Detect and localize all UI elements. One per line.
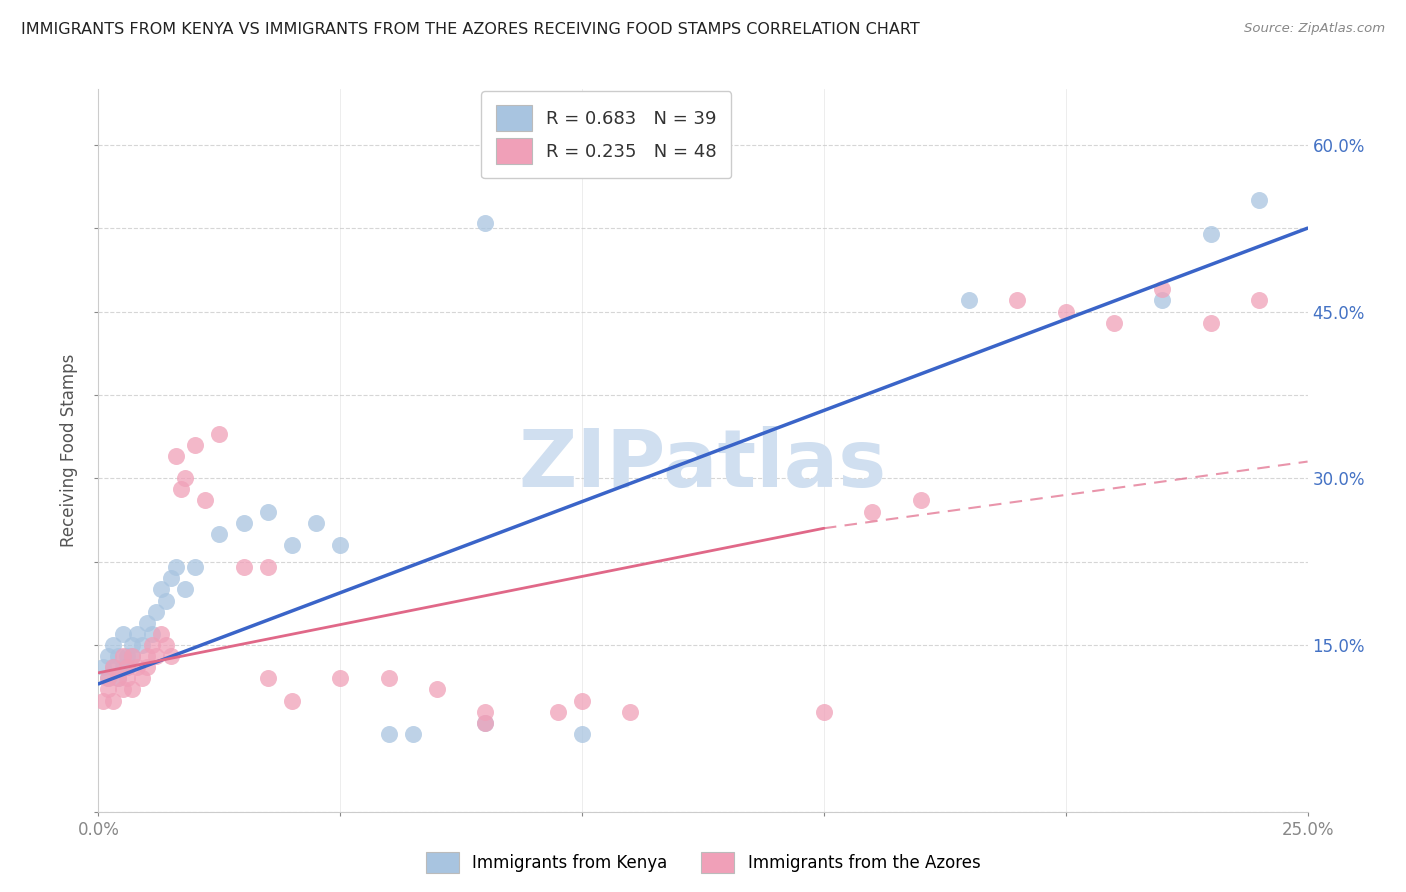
Point xyxy=(117,649,139,664)
Point xyxy=(117,671,139,685)
Point xyxy=(121,649,143,664)
Point xyxy=(91,693,114,707)
Point xyxy=(910,493,932,508)
Point xyxy=(127,627,149,641)
Point xyxy=(145,649,167,664)
Text: ZIPatlas: ZIPatlas xyxy=(519,425,887,504)
Point xyxy=(1152,293,1174,308)
Text: Source: ZipAtlas.com: Source: ZipAtlas.com xyxy=(1244,22,1385,36)
Point xyxy=(101,638,124,652)
Point xyxy=(329,538,352,552)
Point xyxy=(813,705,835,719)
Point xyxy=(135,660,157,674)
Point xyxy=(256,505,278,519)
Point xyxy=(184,438,207,452)
Point xyxy=(131,638,153,652)
Point xyxy=(97,682,120,697)
Point xyxy=(97,649,120,664)
Point xyxy=(184,560,207,574)
Point xyxy=(111,627,134,641)
Point xyxy=(474,705,496,719)
Point xyxy=(135,615,157,630)
Point xyxy=(165,560,187,574)
Point xyxy=(1007,293,1029,308)
Y-axis label: Receiving Food Stamps: Receiving Food Stamps xyxy=(60,354,79,547)
Point xyxy=(160,649,183,664)
Point xyxy=(101,660,124,674)
Point xyxy=(97,671,120,685)
Point xyxy=(97,671,120,685)
Point xyxy=(111,649,134,664)
Point xyxy=(474,715,496,730)
Point xyxy=(208,426,231,441)
Point xyxy=(141,638,163,652)
Point xyxy=(174,582,197,597)
Point xyxy=(426,682,449,697)
Point xyxy=(169,483,191,497)
Point xyxy=(141,627,163,641)
Point xyxy=(256,671,278,685)
Point xyxy=(329,671,352,685)
Point xyxy=(571,693,593,707)
Point xyxy=(121,638,143,652)
Point xyxy=(107,649,129,664)
Point xyxy=(860,505,883,519)
Point xyxy=(1054,304,1077,318)
Point xyxy=(174,471,197,485)
Point xyxy=(111,682,134,697)
Point xyxy=(107,671,129,685)
Point xyxy=(145,605,167,619)
Point xyxy=(232,560,254,574)
Point xyxy=(101,693,124,707)
Point xyxy=(1199,227,1222,241)
Point xyxy=(121,649,143,664)
Point xyxy=(127,660,149,674)
Point xyxy=(232,516,254,530)
Point xyxy=(150,627,173,641)
Point xyxy=(474,715,496,730)
Point xyxy=(1199,316,1222,330)
Point xyxy=(117,660,139,674)
Point xyxy=(619,705,641,719)
Point xyxy=(131,671,153,685)
Point xyxy=(377,671,399,685)
Point xyxy=(474,216,496,230)
Legend: Immigrants from Kenya, Immigrants from the Azores: Immigrants from Kenya, Immigrants from t… xyxy=(419,846,987,880)
Point xyxy=(547,705,569,719)
Point xyxy=(281,693,304,707)
Point xyxy=(91,660,114,674)
Point xyxy=(165,449,187,463)
Point xyxy=(111,660,134,674)
Point xyxy=(160,571,183,585)
Point xyxy=(1249,293,1271,308)
Point xyxy=(1152,282,1174,296)
Point xyxy=(1102,316,1125,330)
Point xyxy=(571,727,593,741)
Legend: R = 0.683   N = 39, R = 0.235   N = 48: R = 0.683 N = 39, R = 0.235 N = 48 xyxy=(481,91,731,178)
Text: IMMIGRANTS FROM KENYA VS IMMIGRANTS FROM THE AZORES RECEIVING FOOD STAMPS CORREL: IMMIGRANTS FROM KENYA VS IMMIGRANTS FROM… xyxy=(21,22,920,37)
Point xyxy=(101,660,124,674)
Point xyxy=(135,649,157,664)
Point xyxy=(256,560,278,574)
Point xyxy=(121,682,143,697)
Point xyxy=(402,727,425,741)
Point xyxy=(281,538,304,552)
Point xyxy=(957,293,980,308)
Point xyxy=(117,660,139,674)
Point xyxy=(155,638,177,652)
Point xyxy=(1249,194,1271,208)
Point xyxy=(194,493,217,508)
Point xyxy=(155,593,177,607)
Point xyxy=(150,582,173,597)
Point xyxy=(107,671,129,685)
Point xyxy=(305,516,328,530)
Point xyxy=(208,526,231,541)
Point xyxy=(377,727,399,741)
